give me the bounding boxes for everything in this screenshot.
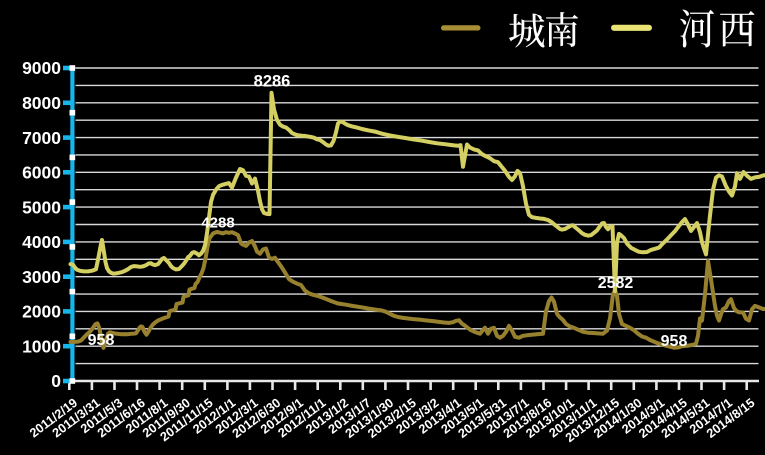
svg-text:958: 958	[88, 332, 115, 349]
svg-text:8000: 8000	[22, 93, 61, 113]
svg-text:1000: 1000	[22, 336, 61, 356]
svg-text:0: 0	[51, 371, 61, 391]
svg-text:9000: 9000	[22, 58, 61, 78]
svg-text:4288: 4288	[201, 215, 234, 232]
svg-text:2000: 2000	[22, 302, 61, 322]
svg-text:5000: 5000	[22, 197, 61, 217]
svg-text:8286: 8286	[254, 73, 291, 91]
svg-text:4000: 4000	[22, 232, 61, 252]
svg-text:7000: 7000	[22, 128, 61, 148]
svg-text:6000: 6000	[22, 163, 61, 183]
svg-text:958: 958	[661, 333, 688, 350]
svg-text:2582: 2582	[598, 275, 634, 292]
svg-text:3000: 3000	[22, 267, 61, 287]
